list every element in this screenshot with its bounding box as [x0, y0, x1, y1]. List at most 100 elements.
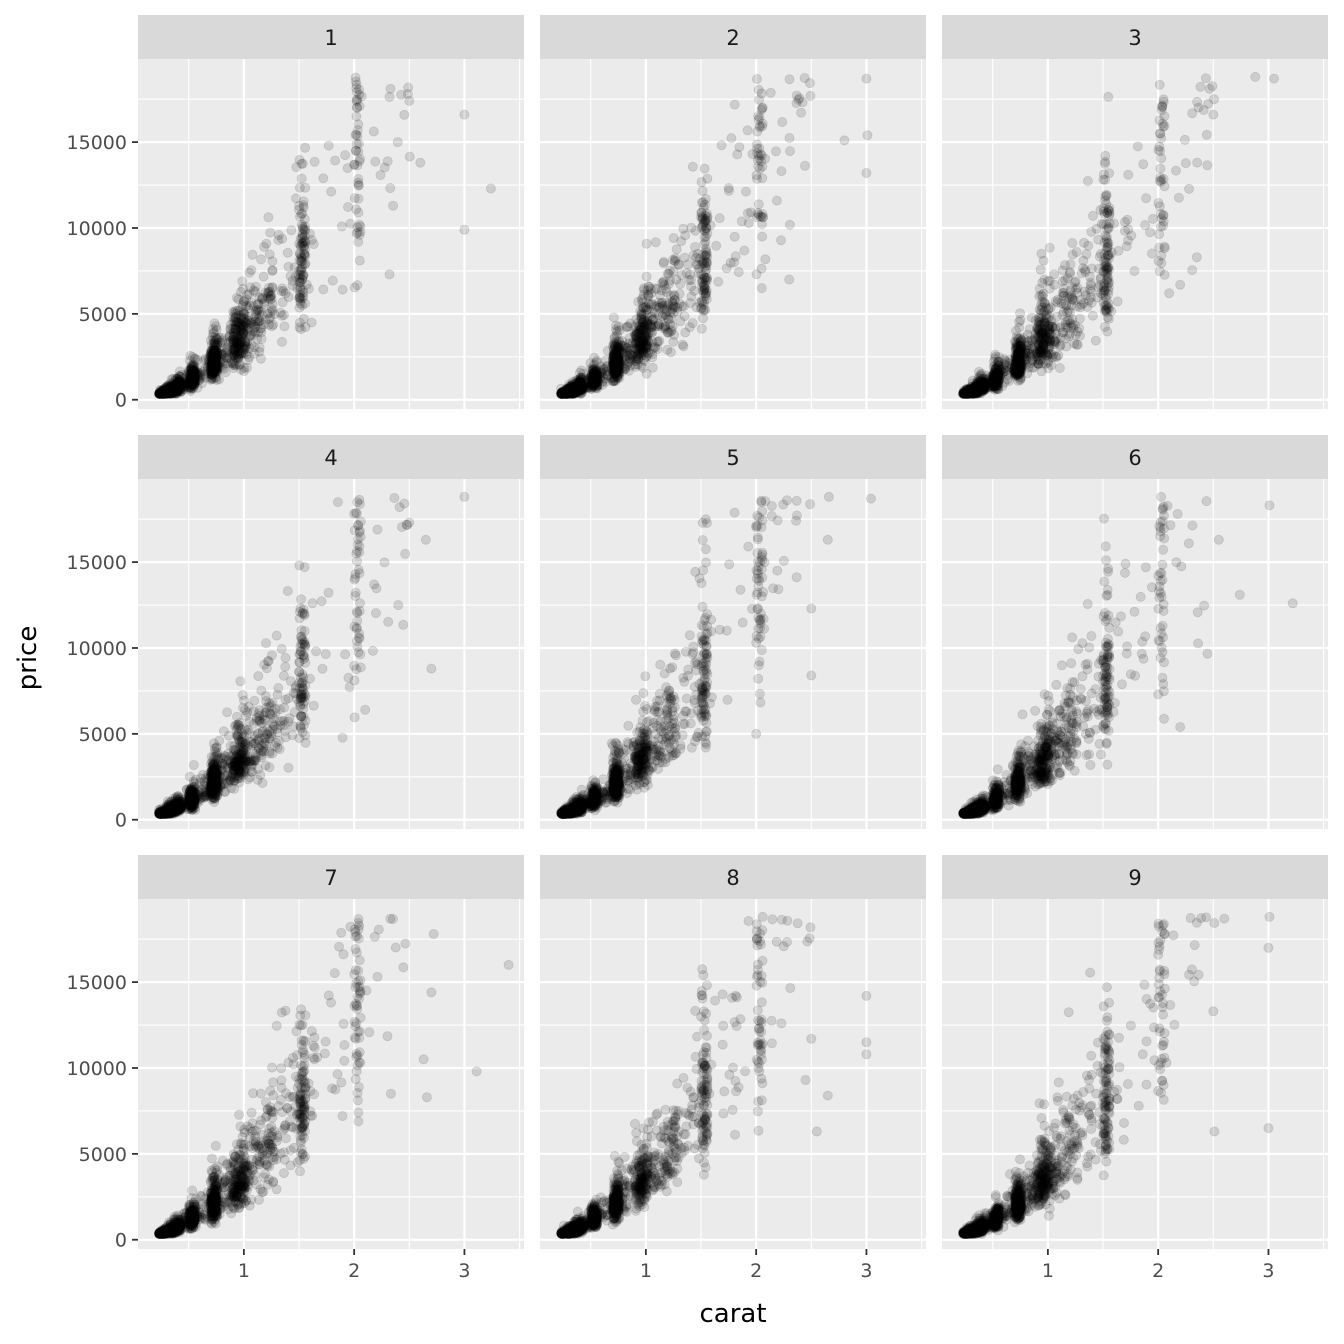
scatter-point [237, 324, 248, 335]
scatter-point [185, 382, 196, 393]
scatter-point [209, 349, 220, 360]
scatter-point [1187, 108, 1198, 119]
scatter-point [290, 193, 301, 204]
scatter-point [653, 319, 664, 330]
scatter-point [1171, 165, 1182, 176]
scatter-point [354, 89, 365, 100]
scatter-point [157, 387, 168, 398]
scatter-point [232, 305, 243, 316]
scatter-point [193, 375, 204, 386]
scatter-point [255, 254, 266, 265]
scatter-point [323, 140, 334, 151]
scatter-point [1026, 312, 1037, 323]
scatter-point [1104, 202, 1115, 213]
scatter-point [355, 153, 366, 164]
scatter-point [589, 352, 600, 363]
y-tick-label: 15000 [67, 132, 127, 154]
scatter-point [713, 276, 724, 287]
scatter-point [194, 375, 205, 386]
scatter-point [1044, 283, 1055, 294]
scatter-point [159, 386, 170, 397]
scatter-point [265, 227, 276, 238]
scatter-point [216, 332, 227, 343]
scatter-point [1155, 163, 1166, 174]
scatter-point [162, 386, 173, 397]
scatter-point [638, 335, 649, 346]
scatter-point [660, 309, 671, 320]
scatter-point [657, 277, 668, 288]
scatter-point [752, 148, 763, 159]
scatter-point [1022, 345, 1033, 356]
scatter-point [399, 109, 410, 120]
scatter-point [757, 231, 768, 242]
scatter-point [259, 299, 270, 310]
scatter-point [155, 387, 166, 398]
scatter-point [960, 387, 971, 398]
scatter-point [1173, 192, 1184, 203]
scatter-point [1157, 101, 1168, 112]
scatter-point [208, 353, 219, 364]
scatter-point [1101, 305, 1112, 316]
scatter-point [671, 244, 682, 255]
scatter-point [687, 318, 698, 329]
scatter-point [318, 173, 329, 184]
scatter-point [208, 351, 219, 362]
y-tick-label: 10000 [67, 218, 127, 240]
scatter-point [352, 130, 363, 141]
scatter-point [1080, 264, 1091, 275]
scatter-point [700, 250, 711, 261]
scatter-point [244, 330, 255, 341]
scatter-point [223, 337, 234, 348]
scatter-point [1112, 296, 1123, 307]
scatter-point [211, 366, 222, 377]
scatter-point [1102, 237, 1113, 248]
scatter-point [1087, 310, 1098, 321]
scatter-point [1040, 299, 1051, 310]
scatter-point [370, 608, 381, 619]
scatter-point [697, 185, 708, 196]
scatter-point [266, 290, 277, 301]
facet-strip-label: 4 [324, 446, 337, 470]
scatter-point [1250, 71, 1261, 82]
scatter-point [345, 218, 356, 229]
scatter-point [1140, 219, 1151, 230]
scatter-point [643, 319, 654, 330]
scatter-point [752, 74, 763, 85]
scatter-point [1067, 292, 1078, 303]
scatter-point [161, 387, 172, 398]
scatter-point [784, 274, 795, 285]
scatter-point [1091, 223, 1102, 234]
scatter-point [185, 374, 196, 385]
scatter-point [309, 156, 320, 167]
scatter-point [237, 319, 248, 330]
scatter-point [237, 283, 248, 294]
scatter-point [231, 316, 242, 327]
scatter-point [1164, 288, 1175, 299]
scatter-point [231, 335, 242, 346]
scatter-point [686, 274, 697, 285]
scatter-point [221, 358, 232, 369]
scatter-point [1060, 275, 1071, 286]
scatter-point [756, 263, 767, 274]
scatter-point [300, 142, 311, 153]
scatter-point [758, 212, 769, 223]
scatter-point [1054, 362, 1065, 373]
scatter-point [991, 368, 1002, 379]
scatter-point [805, 90, 816, 101]
scatter-point [1098, 282, 1109, 293]
scatter-point [254, 346, 265, 357]
scatter-point [283, 291, 294, 302]
scatter-point [662, 344, 673, 355]
scatter-point [165, 383, 176, 394]
scatter-point [1175, 279, 1186, 290]
y-tick-label: 5000 [79, 304, 127, 326]
scatter-point [861, 167, 872, 178]
scatter-point [1204, 83, 1215, 94]
scatter-point [384, 269, 395, 280]
scatter-point [382, 156, 393, 167]
scatter-point [702, 173, 713, 184]
scatter-point [244, 267, 255, 278]
scatter-point [241, 362, 252, 373]
scatter-point [298, 196, 309, 207]
scatter-point [1074, 313, 1085, 324]
